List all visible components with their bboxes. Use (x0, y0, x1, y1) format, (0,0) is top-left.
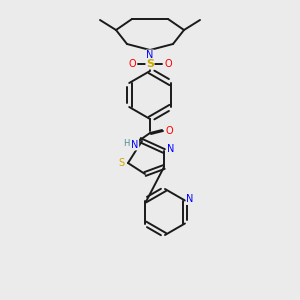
Text: N: N (146, 50, 154, 60)
Text: O: O (165, 126, 173, 136)
Text: N: N (131, 140, 139, 150)
Text: S: S (146, 59, 154, 69)
Text: S: S (118, 158, 124, 168)
Text: H: H (123, 139, 129, 148)
Text: N: N (186, 194, 194, 205)
Text: O: O (128, 59, 136, 69)
Text: N: N (167, 144, 175, 154)
Text: O: O (164, 59, 172, 69)
